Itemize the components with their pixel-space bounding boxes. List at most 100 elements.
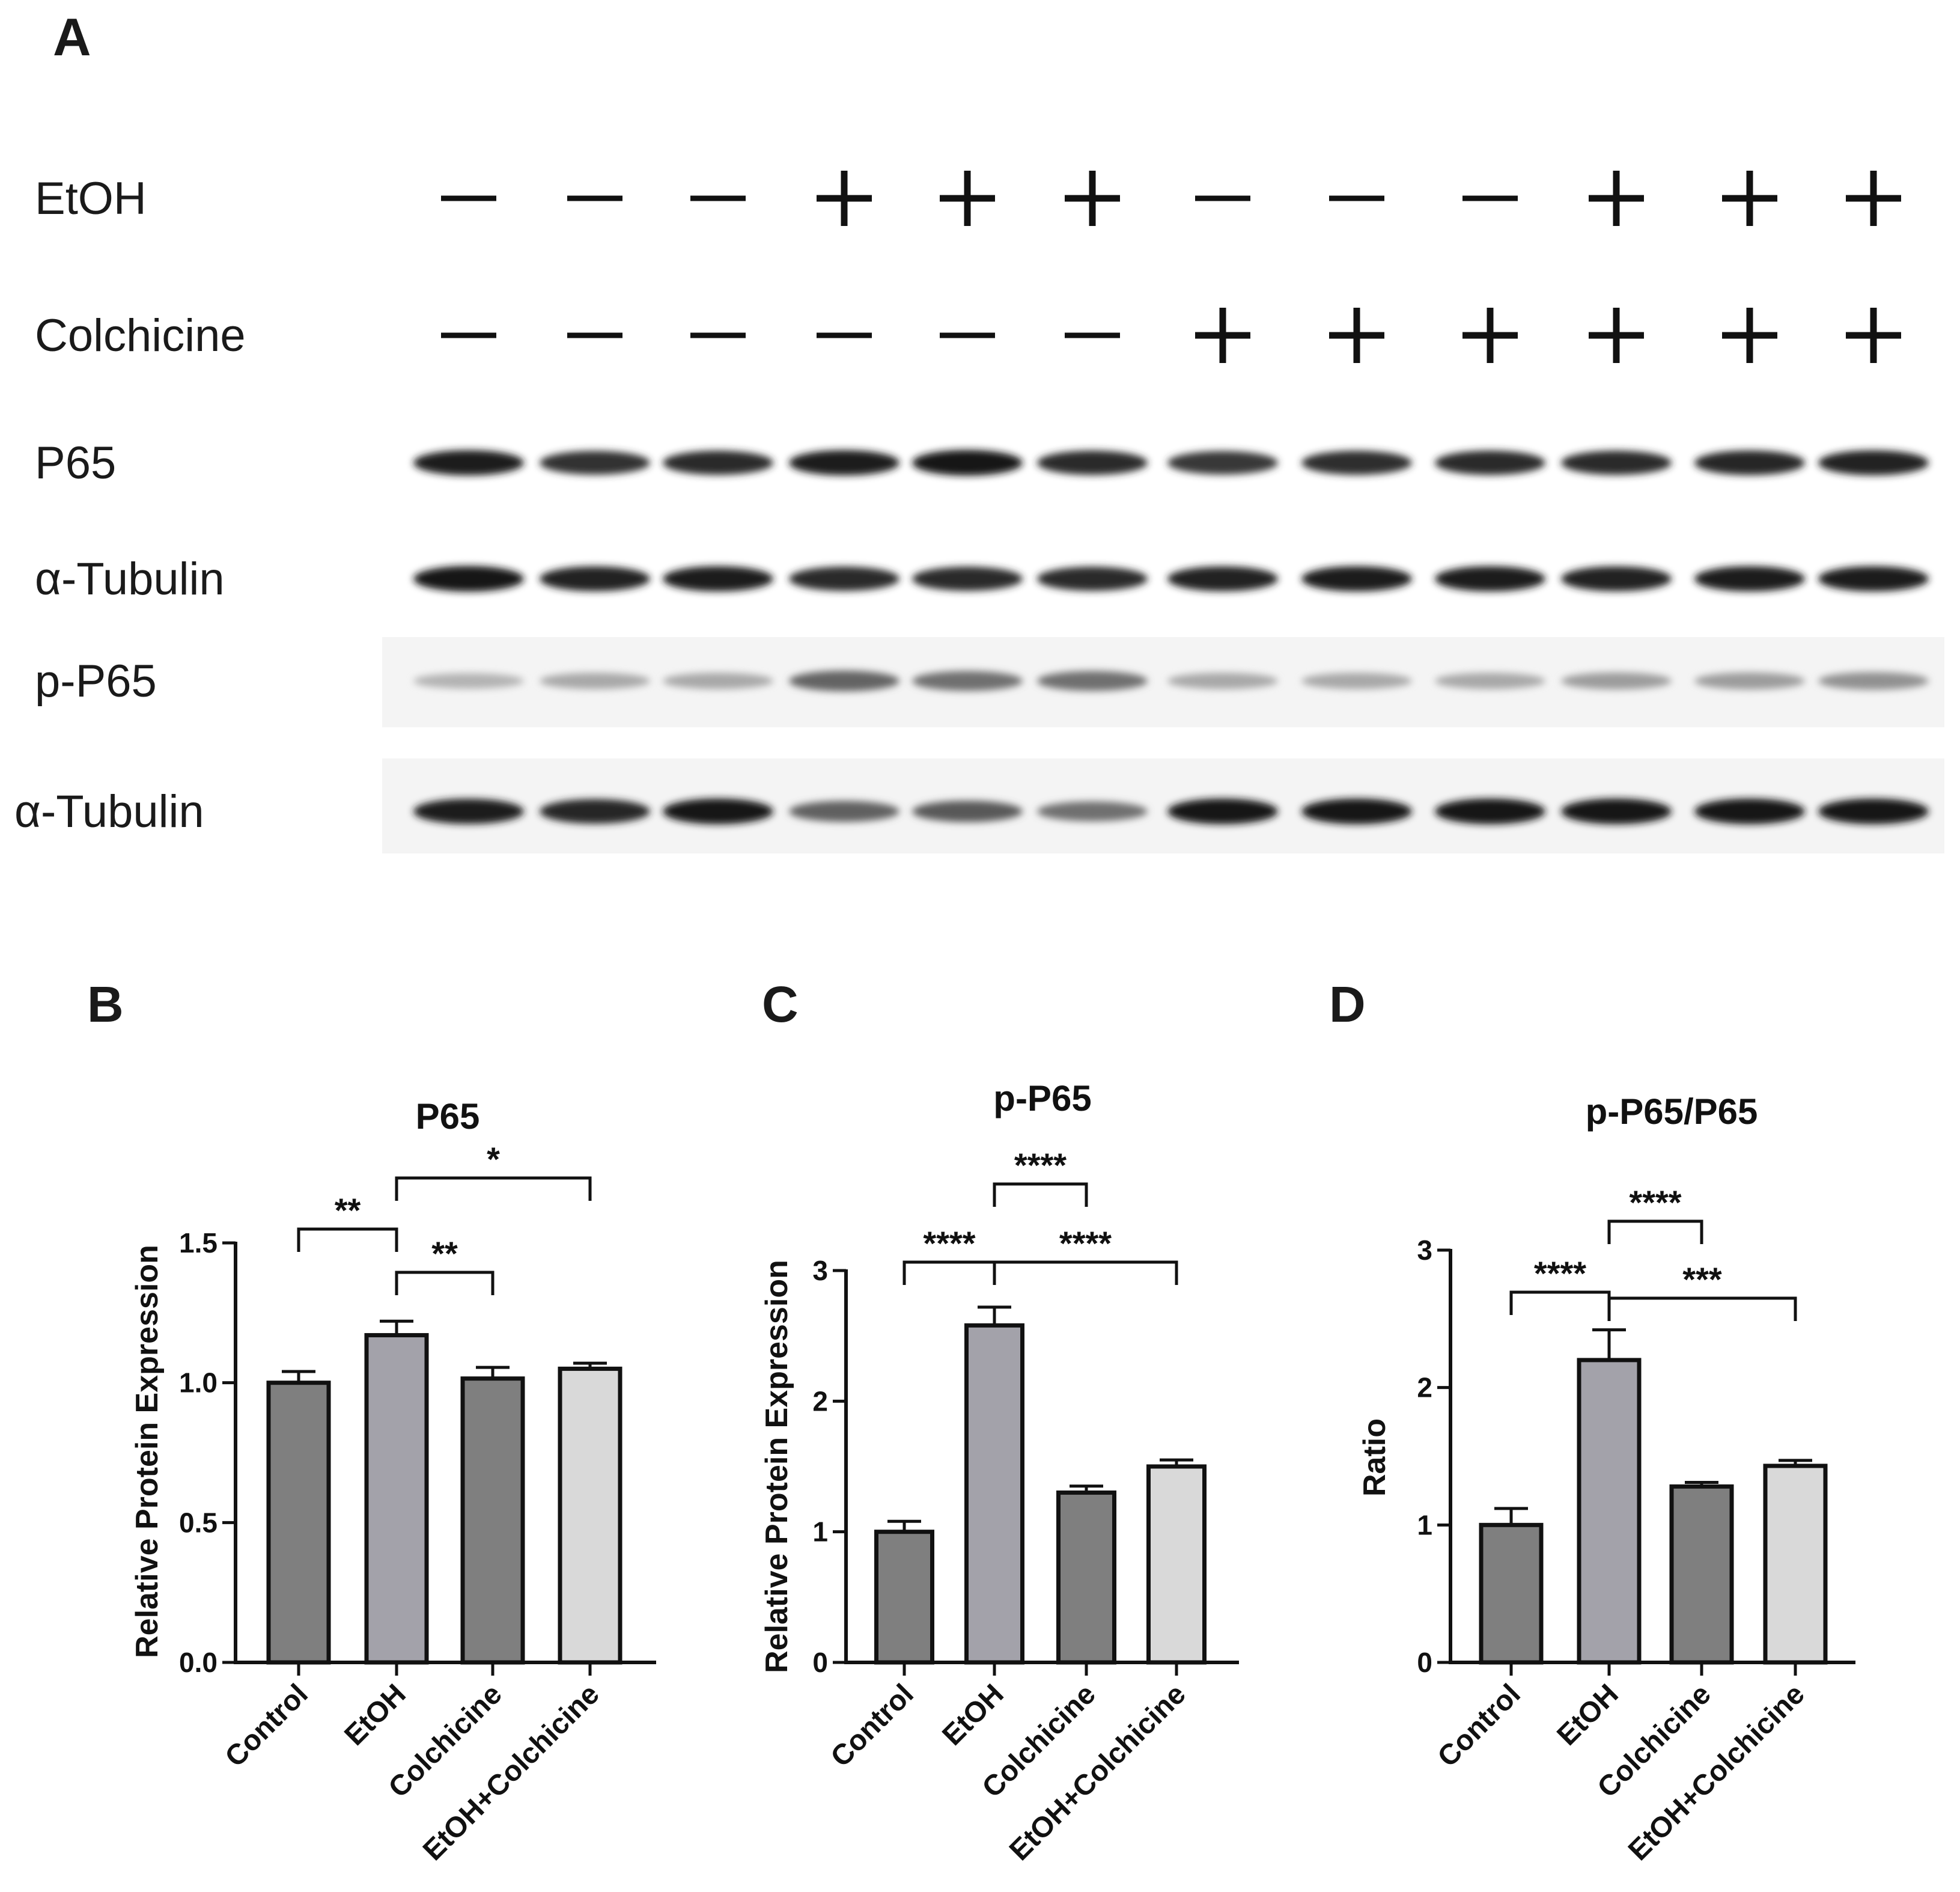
blot-band <box>789 566 899 591</box>
significance-bracket <box>1607 1296 1797 1321</box>
category-label: Control <box>825 1678 920 1773</box>
significance-label: * <box>487 1140 500 1178</box>
blot-band <box>1167 798 1278 825</box>
significance-label: ** <box>335 1191 361 1229</box>
blot-band <box>1167 566 1278 591</box>
significance-label: ** <box>431 1234 458 1272</box>
significance-bracket <box>993 1260 1178 1285</box>
blot-band <box>1167 451 1278 475</box>
blot-band <box>540 799 650 824</box>
blot-band <box>789 801 899 822</box>
panel-label-a: A <box>53 7 91 67</box>
y-tick-label: 1.5 <box>179 1227 218 1259</box>
bar <box>1763 1463 1828 1665</box>
bar <box>558 1366 622 1665</box>
significance-bracket <box>902 1260 996 1285</box>
western-blot-panel: A EtOH Colchicine P65 α-Tubulin p-P65 α-Tubuli… <box>14 7 1944 853</box>
y-tick-label: 0 <box>1417 1647 1432 1678</box>
y-axis-label: Relative Protein Expression <box>759 1260 794 1673</box>
y-tick-label: 0.5 <box>179 1507 218 1538</box>
blot-band <box>789 670 899 692</box>
blot-band <box>663 566 773 592</box>
chart-title: p-P65/P65 <box>1586 1091 1758 1132</box>
y-tick-label: 1 <box>812 1516 828 1548</box>
blot-band <box>1037 450 1148 475</box>
panel-label: D <box>1329 976 1366 1033</box>
blot-row-label: P65 <box>35 438 116 489</box>
chart-panel-c: Cp-P65 Relative Protein Expression 0 1 2 3 Con… <box>759 976 1239 1867</box>
bar <box>1056 1490 1116 1665</box>
category-label: Control <box>1432 1678 1527 1773</box>
significance-label: **** <box>1014 1146 1067 1184</box>
bar <box>874 1530 934 1665</box>
blot-band <box>1435 566 1545 592</box>
blot-band <box>912 450 1023 476</box>
blot-band <box>1301 566 1412 592</box>
blot-band <box>540 673 650 689</box>
blot-band <box>1435 798 1545 825</box>
significance-label: **** <box>1629 1183 1681 1221</box>
blot-band <box>1435 450 1545 475</box>
blot-band <box>1561 450 1672 475</box>
bar <box>1479 1522 1544 1665</box>
bar <box>1577 1358 1642 1665</box>
y-axis-label: Relative Protein Expression <box>130 1245 165 1658</box>
significance-bracket <box>1509 1290 1611 1315</box>
blot-row-label: p-P65 <box>35 656 157 707</box>
blot-band <box>1167 673 1278 689</box>
bar <box>1669 1484 1734 1665</box>
y-tick-label: 3 <box>812 1255 828 1286</box>
category-label: EtOH <box>338 1678 412 1751</box>
blot-band <box>1561 566 1672 591</box>
bar <box>964 1323 1024 1665</box>
blot-band <box>1694 566 1805 592</box>
significance-bracket <box>1607 1219 1703 1244</box>
significance-label: **** <box>1059 1224 1112 1262</box>
category-label: EtOH <box>936 1678 1009 1751</box>
blot-band <box>789 450 899 476</box>
blot-band <box>1818 566 1929 592</box>
blot-band <box>413 673 524 689</box>
bar-charts: B P65 Relative Protein Expression 0.0 0.5 1.0… <box>87 976 1855 1867</box>
blot-band <box>663 798 773 825</box>
bar <box>364 1333 429 1665</box>
panel-label: C <box>762 976 799 1033</box>
chart-title: P65 <box>416 1096 480 1137</box>
blot-band <box>1301 798 1412 825</box>
blot-band <box>413 798 524 825</box>
blot-band <box>1694 450 1805 475</box>
significance-label: **** <box>1534 1254 1586 1292</box>
blot-band <box>1694 672 1805 690</box>
treatment-label: EtOH <box>35 173 147 224</box>
bar <box>266 1381 331 1665</box>
blot-band <box>912 671 1023 691</box>
significance-bracket <box>395 1176 592 1201</box>
significance-bracket <box>395 1271 495 1295</box>
blot-band <box>1037 566 1148 591</box>
blot-band <box>1694 798 1805 825</box>
chart-title: p-P65 <box>993 1078 1091 1118</box>
chart-panel-b: B P65 Relative Protein Expression 0.0 0.5 1.0… <box>87 976 656 1867</box>
y-tick-label: 0 <box>812 1647 828 1678</box>
y-tick-label: 0.0 <box>179 1647 218 1678</box>
blot-band <box>912 566 1023 591</box>
treatment-label: Colchicine <box>35 310 246 361</box>
blot-band <box>1818 798 1929 825</box>
significance-bracket <box>297 1227 398 1252</box>
blot-band <box>1301 450 1412 475</box>
category-label: EtOH <box>1551 1678 1624 1751</box>
blot-band <box>1037 801 1148 822</box>
category-label: EtOH+Colchicine <box>417 1678 606 1867</box>
blot-band <box>663 673 773 689</box>
blot-band <box>413 566 524 592</box>
bar <box>460 1376 525 1665</box>
blot-band <box>413 450 524 476</box>
blot-band <box>540 566 650 591</box>
blot-band <box>1561 798 1672 825</box>
blot-band <box>1818 450 1929 475</box>
category-label: EtOH+Colchicine <box>1622 1678 1811 1867</box>
y-axis-label: Ratio <box>1357 1418 1392 1497</box>
blot-band <box>540 451 650 475</box>
